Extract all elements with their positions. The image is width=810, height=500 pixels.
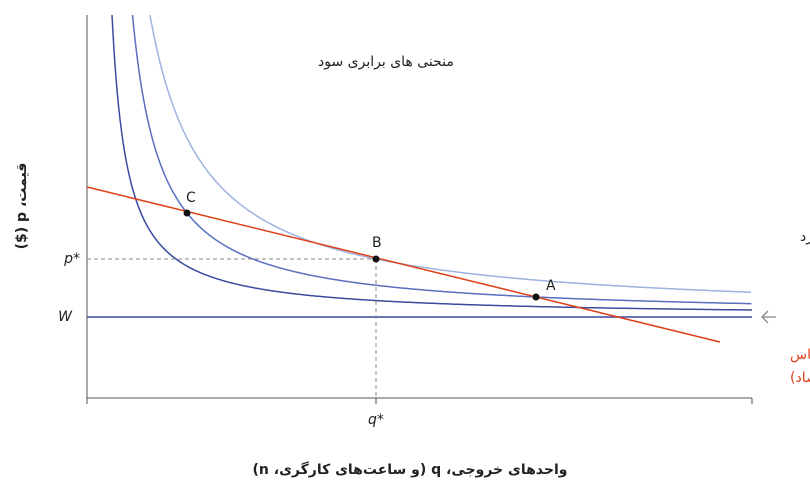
- isoprofit-curve: [111, 14, 752, 311]
- point-label: A: [546, 278, 556, 294]
- demand-label: تقاضا در کل اقتصاد): [790, 370, 810, 386]
- curves: [111, 14, 752, 311]
- y-tick-label: p*: [63, 251, 80, 267]
- point: [532, 293, 540, 301]
- demand-label: منحنی تقاضا (بر اساس: [790, 347, 810, 363]
- y-tick-label: W: [58, 309, 73, 325]
- point: [183, 209, 191, 217]
- isoprofit-curve: [131, 14, 752, 305]
- point: [372, 255, 380, 263]
- demand-curve: [86, 186, 721, 343]
- x-axis-label: واحدهای خروجی، q (و ساعت‌های کارگری، n): [253, 461, 568, 478]
- wage-label: دستمزد: [800, 229, 810, 245]
- isoprofit-curve: [149, 14, 751, 293]
- wage-arrow: [761, 310, 776, 324]
- x-tick-label: q*: [368, 412, 384, 428]
- point-label: B: [372, 235, 382, 251]
- isoprofit-label: منحنی های برابری سود: [318, 54, 454, 70]
- y-axis-label: قیمت، p ($): [14, 163, 30, 250]
- point-label: C: [186, 190, 196, 206]
